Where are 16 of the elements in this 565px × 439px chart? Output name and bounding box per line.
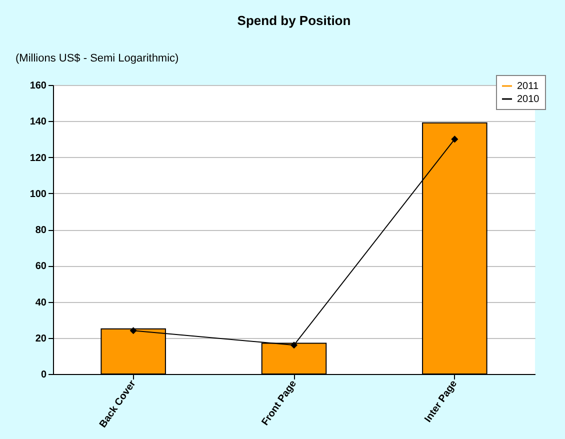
legend-label: 2011 [517, 81, 539, 92]
y-axis-title: (Millions US$ - Semi Logarithmic) [16, 52, 179, 64]
point [130, 327, 137, 334]
y-tick-label: 120 [30, 152, 47, 164]
point [290, 342, 298, 349]
point [451, 136, 458, 143]
y-tick-label: 0 [40, 370, 47, 380]
y-tick-label: 40 [35, 297, 47, 308]
y-tick-label: 140 [30, 116, 47, 128]
y-tick-label: 60 [35, 261, 47, 272]
y-tick-label: 80 [35, 225, 47, 236]
y-tick-label: 160 [30, 80, 47, 92]
legend-label: 2010 [517, 94, 540, 105]
chart-title: Spend by Position [237, 13, 351, 28]
y-tick-label: 100 [30, 188, 47, 200]
y-tick-label: 20 [35, 333, 47, 344]
